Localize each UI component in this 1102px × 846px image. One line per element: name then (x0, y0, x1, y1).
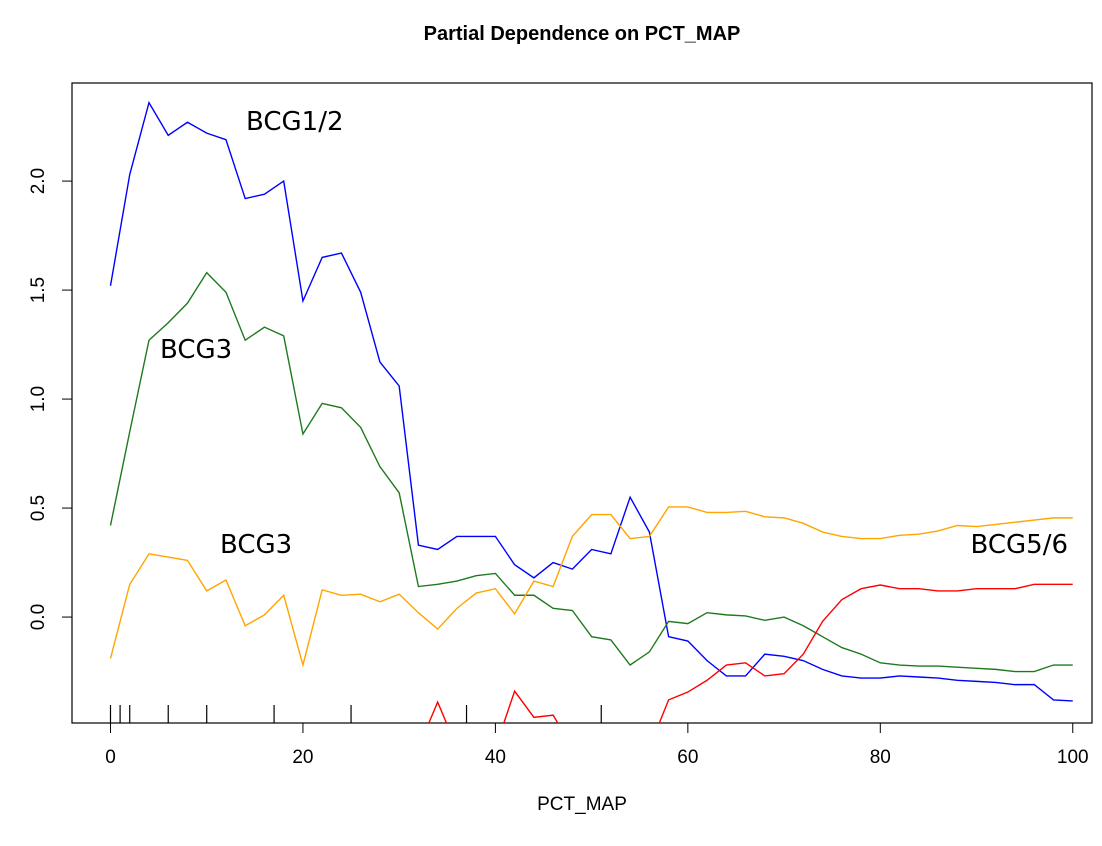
series-line (109, 506, 1073, 668)
y-tick-label: 1.5 (28, 277, 49, 303)
x-tick-label: 0 (105, 747, 116, 768)
chart-title: Partial Dependence on PCT_MAP (424, 23, 741, 45)
x-tick-label: 60 (677, 747, 698, 768)
x-axis-label: PCT_MAP (537, 794, 627, 815)
plot-frame (71, 82, 1093, 724)
y-tick-label: 1.0 (28, 386, 49, 412)
y-tick-label: 0.0 (28, 604, 49, 630)
annotation: BCG3 (220, 530, 292, 560)
y-tick-label: 2.0 (28, 168, 49, 194)
x-tick-label: 40 (485, 747, 506, 768)
series-line (109, 271, 1073, 673)
x-tick-label: 100 (1057, 747, 1089, 768)
annotation: BCG5/6 (970, 530, 1068, 560)
series-line (109, 100, 1073, 702)
series-line (428, 583, 1073, 723)
plot-lines (109, 100, 1073, 723)
x-tick-label: 80 (870, 747, 891, 768)
annotation: BCG1/2 (246, 107, 344, 137)
x-tick-label: 20 (292, 747, 313, 768)
y-tick-label: 0.5 (28, 495, 49, 521)
annotation: BCG3 (160, 335, 232, 365)
